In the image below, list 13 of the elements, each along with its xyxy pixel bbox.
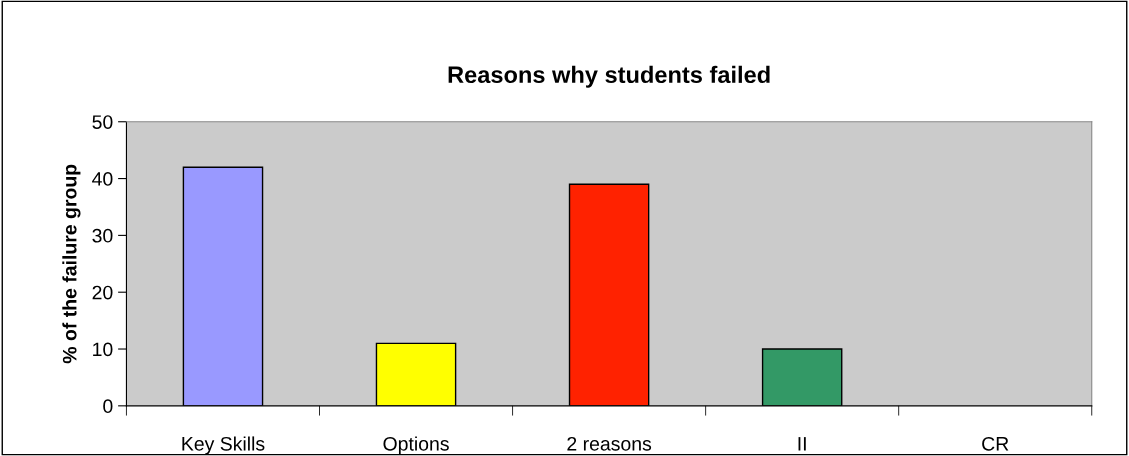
- x-tick-label: 2 reasons: [567, 436, 652, 451]
- y-tick-label: 10: [93, 342, 113, 357]
- chart-title: Reasons why students failed: [448, 65, 770, 88]
- y-tick-label: 30: [92, 228, 113, 243]
- y-tick-label: 0: [103, 399, 113, 414]
- x-tick-label: CR: [982, 436, 1009, 451]
- x-tick-label: Options: [383, 436, 449, 455]
- x-tick-label: Key Skills: [182, 436, 265, 455]
- x-tick-label: II: [798, 437, 806, 451]
- y-tick-label: 20: [92, 285, 113, 300]
- y-axis-title: % of the failure group: [62, 164, 81, 364]
- y-tick-label: 50: [92, 115, 113, 129]
- y-tick-label: 40: [92, 172, 113, 186]
